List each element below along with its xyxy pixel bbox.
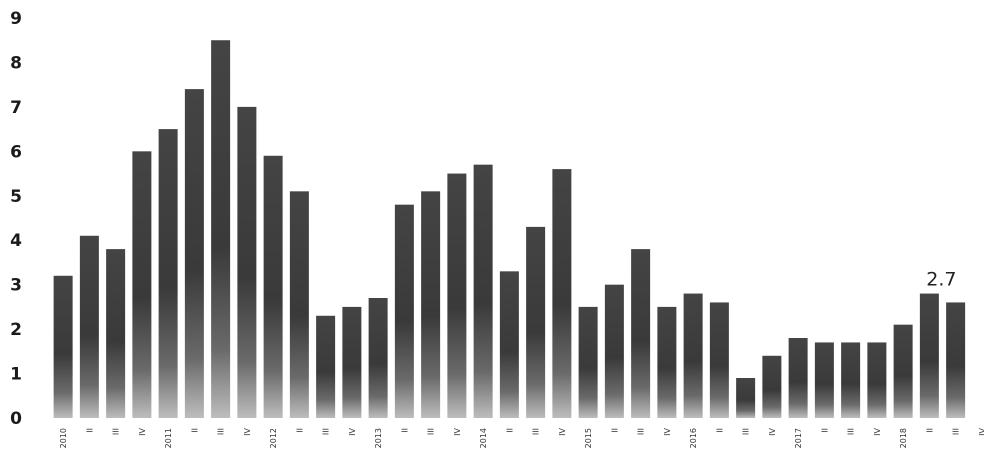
bar	[867, 342, 887, 418]
x-tick-label: III	[952, 428, 961, 435]
bar	[841, 342, 861, 418]
bar	[946, 302, 966, 418]
x-axis: 2010 II III IV 2011 II III IV 2012 II III IV 2013 II I…	[59, 427, 984, 448]
x-tick-label: IV	[978, 427, 984, 435]
x-tick-label: 2016	[689, 428, 698, 448]
x-tick-label: II	[190, 428, 199, 433]
bar	[79, 235, 99, 418]
x-tick-label: II	[85, 428, 94, 433]
x-tick-label: II	[295, 428, 304, 433]
x-tick-label: III	[427, 428, 436, 435]
bar	[158, 129, 178, 418]
bar	[394, 204, 414, 418]
x-tick-label: 2013	[374, 428, 383, 448]
x-tick-label: IV	[663, 427, 672, 435]
x-tick-label: III	[217, 428, 226, 435]
data-label: 2.7	[926, 269, 956, 291]
x-tick-label: 2015	[584, 428, 593, 448]
bar	[289, 191, 309, 418]
bar	[604, 284, 624, 418]
bar	[263, 155, 283, 418]
y-tick-label: 7	[10, 98, 22, 118]
x-tick-label: II	[820, 428, 829, 433]
x-tick-label: IV	[873, 427, 882, 435]
x-tick-label: IV	[558, 427, 567, 435]
x-tick-label: III	[532, 428, 541, 435]
x-tick-label: III	[322, 428, 331, 435]
bar	[657, 306, 677, 418]
y-tick-label: 6	[10, 142, 22, 162]
x-tick-label: IV	[348, 427, 357, 435]
x-tick-label: III	[847, 428, 856, 435]
bar	[184, 89, 204, 418]
x-tick-label: IV	[453, 427, 462, 435]
bar	[421, 191, 441, 418]
y-tick-label: 0	[10, 409, 22, 429]
bar	[473, 164, 493, 418]
bar	[631, 249, 651, 418]
y-tick-label: 4	[10, 231, 22, 251]
x-tick-label: 2017	[794, 428, 803, 448]
y-tick-label: 8	[10, 53, 22, 73]
y-tick-label: 3	[10, 276, 22, 296]
x-tick-label: II	[925, 428, 934, 433]
bar	[342, 306, 362, 418]
x-tick-label: 2014	[479, 428, 488, 448]
x-tick-label: II	[505, 428, 514, 433]
x-tick-label: IV	[138, 427, 147, 435]
bar	[526, 226, 546, 418]
bar	[106, 249, 126, 418]
bar	[132, 151, 152, 419]
bar-series	[53, 40, 966, 419]
bar	[368, 298, 388, 418]
bar	[237, 106, 257, 418]
bar	[499, 271, 519, 418]
bar	[578, 306, 598, 418]
bar	[211, 40, 231, 418]
bar	[552, 169, 572, 418]
bar	[788, 338, 808, 418]
bar	[762, 355, 782, 418]
bar	[316, 315, 336, 418]
x-tick-label: 2012	[269, 428, 278, 448]
bar	[814, 342, 834, 418]
y-tick-label: 1	[10, 365, 22, 385]
x-tick-label: IV	[768, 427, 777, 435]
bar	[709, 302, 729, 418]
y-tick-label: 2	[10, 320, 22, 340]
bar	[893, 324, 913, 418]
x-tick-label: 2018	[899, 428, 908, 448]
bar	[683, 293, 703, 418]
x-tick-label: III	[637, 428, 646, 435]
data-labels: 2.7	[926, 269, 956, 291]
x-tick-label: 2011	[164, 428, 173, 448]
x-tick-label: 2010	[59, 428, 68, 448]
y-tick-label: 9	[10, 9, 22, 29]
x-tick-label: II	[610, 428, 619, 433]
bar	[919, 293, 939, 418]
bar	[53, 275, 73, 418]
bar	[447, 173, 467, 418]
x-tick-label: III	[742, 428, 751, 435]
x-tick-label: II	[715, 428, 724, 433]
y-axis: 0 1 2 3 4 5 6 7 8 9	[10, 9, 22, 429]
x-tick-label: II	[400, 428, 409, 433]
x-tick-label: III	[112, 428, 121, 435]
x-tick-label: IV	[243, 427, 252, 435]
bar	[736, 378, 756, 418]
y-tick-label: 5	[10, 187, 22, 207]
